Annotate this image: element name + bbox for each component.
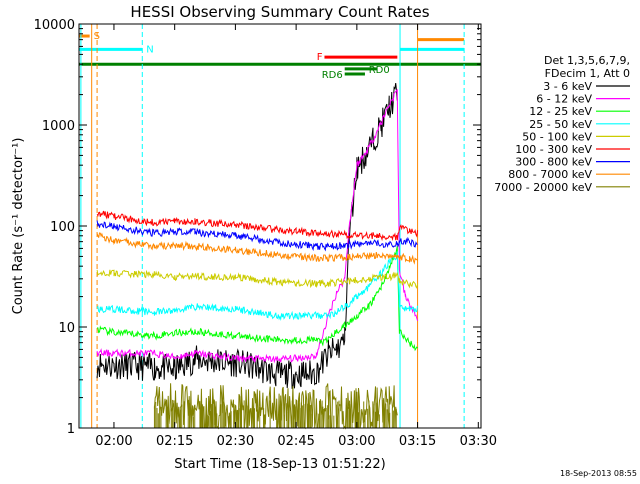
legend-entry-5: 100 - 300 keV [515,143,592,156]
x-tick-label-6: 03:30 [460,434,497,449]
series-line-5 [96,210,419,242]
series-lines [96,83,419,430]
flag-bars: SNFRD0RD6 [79,31,481,81]
y-tick-label-4: 10000 [34,18,75,33]
x-tick-label-1: 02:15 [156,434,193,449]
legend: Det 1,3,5,6,7,9, FDecim 1, Att 0 3 - 6 k… [494,54,630,194]
legend-entry-6: 300 - 800 keV [515,156,592,169]
axes: 02:00 02:15 02:30 02:45 03:00 03:15 03:30 1 10 10… [34,18,497,449]
legend-entry-4: 50 - 100 keV [522,130,592,143]
x-tick-label-5: 03:15 [399,434,436,449]
y-tick-label-1: 10 [58,321,75,336]
legend-entry-0: 3 - 6 keV [543,80,592,93]
series-line-0 [96,83,398,389]
y-tick-label-3: 1000 [42,119,75,134]
y-axis-label: Count Rate (s⁻¹ detector⁻¹) [11,138,26,315]
series-line-6 [96,220,418,252]
legend-entry-8: 7000 - 20000 keV [494,181,592,194]
y-tick-label-0: 1 [67,422,75,437]
legend-entry-3: 25 - 50 keV [529,118,592,131]
flag-label-1: N [146,44,153,55]
x-tick-label-2: 02:30 [217,434,254,449]
flag-label-5: F [317,52,323,63]
series-line-4 [96,269,419,289]
series-line-1 [96,89,419,364]
x-axis-label: Start Time (18-Sep-13 01:51:22) [174,457,385,472]
legend-entry-2: 12 - 25 keV [529,105,592,118]
timestamp: 18-Sep-2013 08:55 [560,469,637,478]
y-tick-label-2: 100 [50,220,75,235]
x-tick-label-0: 02:00 [95,434,132,449]
legend-entry-1: 6 - 12 keV [536,93,592,106]
x-tick-label-4: 03:00 [338,434,375,449]
flag-label-6: RD0 [369,65,390,76]
series-line-2 [97,246,418,352]
x-tick-label-3: 02:45 [277,434,314,449]
legend-header-line-1: Det 1,3,5,6,7,9, [544,54,630,67]
series-line-3 [96,251,419,321]
series-line-8 [153,383,398,430]
legend-header-line-2: FDecim 1, Att 0 [545,67,630,80]
flag-label-7: RD6 [322,70,343,81]
chart-title: HESSI Observing Summary Count Rates [130,3,429,21]
legend-entry-7: 800 - 7000 keV [508,168,592,181]
series-line-7 [96,232,419,265]
